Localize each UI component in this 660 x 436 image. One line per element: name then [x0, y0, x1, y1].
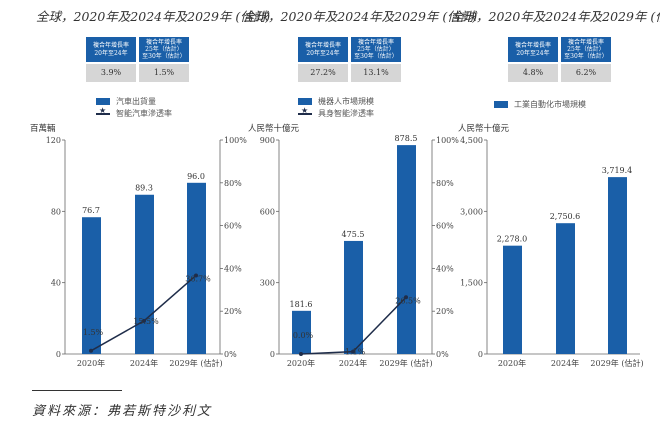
legend-label: 工業自動化市場規模: [514, 100, 586, 109]
y-axis-unit: 百萬輛: [30, 124, 56, 134]
legend-label: 具身智能滲透率: [318, 109, 374, 118]
line-point: [89, 348, 93, 353]
bar-value-label: 96.0: [187, 172, 205, 181]
bar: [187, 182, 206, 354]
y2-tick-label: 0%: [224, 350, 237, 359]
y2-tick-label: 40%: [436, 264, 454, 273]
y-tick-label: 0: [56, 350, 61, 359]
cagr-value: 3.9%: [86, 64, 136, 82]
cagr-header: 複合年增長率 20年至24年: [508, 37, 558, 62]
line-point: [404, 295, 408, 300]
source-rule: [32, 390, 122, 391]
y2-tick-label: 20%: [224, 307, 242, 316]
y-tick-label: 0: [478, 350, 483, 359]
line-value-label: 1.1%: [345, 348, 366, 357]
cagr-header: 複合年增長率 25年（估計） 至30年（估計）: [351, 37, 401, 62]
cagr-value: 27.2%: [298, 64, 348, 82]
panel-title: 全球，2020年及2024年及2029年 (估計): [243, 9, 478, 24]
y2-tick-label: 60%: [224, 222, 242, 231]
x-tick-label: 2029年 (估計): [169, 358, 222, 368]
line-value-label: 36.7%: [185, 274, 211, 283]
y2-tick-label: 0%: [436, 350, 449, 359]
y-tick-label: 4,500: [460, 136, 483, 145]
y2-tick-label: 80%: [436, 179, 454, 188]
x-tick-label: 2024年: [551, 358, 579, 368]
bar-value-label: 878.5: [395, 134, 418, 143]
bar-value-label: 3,719.4: [602, 166, 633, 175]
cagr-header: 複合年增長率 20年至24年: [298, 37, 348, 62]
cagr-header: 複合年增長率 20年至24年: [86, 37, 136, 62]
y-tick-label: 3,000: [460, 207, 483, 216]
bar: [135, 194, 154, 354]
legend-line: 具身智能滲透率: [298, 106, 374, 119]
legend-line: 智能汽車滲透率: [96, 106, 172, 119]
line-point: [351, 349, 355, 354]
legend-bar: 汽車出貨量: [96, 96, 156, 107]
x-tick-label: 2020年: [287, 358, 315, 368]
bar: [292, 310, 311, 354]
bar: [556, 223, 575, 354]
x-tick-label: 2024年: [339, 358, 367, 368]
legend-label: 機器人市場規模: [318, 97, 374, 106]
legend-bar: 工業自動化市場規模: [494, 99, 586, 110]
y2-tick-label: 100%: [224, 136, 247, 145]
x-tick-label: 2024年: [130, 358, 158, 368]
x-tick-label: 2029年 (估計): [379, 358, 432, 368]
cagr-value: 13.1%: [351, 64, 401, 82]
line-value-label: 0.0%: [293, 331, 314, 340]
legend-swatch: [96, 98, 110, 105]
y-tick-label: 120: [46, 136, 61, 145]
bar-value-label: 181.6: [290, 300, 313, 309]
y-axis-unit: 人民幣十億元: [458, 124, 510, 134]
y-tick-label: 0: [270, 350, 275, 359]
legend-line-icon: [96, 106, 110, 118]
line-value-label: 15.5%: [133, 317, 159, 326]
legend-swatch: [494, 101, 508, 108]
y-tick-label: 80: [51, 207, 61, 216]
y-tick-label: 1,500: [460, 279, 483, 288]
bar: [82, 217, 101, 354]
legend-label: 智能汽車滲透率: [116, 109, 172, 118]
x-tick-label: 2020年: [77, 358, 105, 368]
bar-value-label: 76.7: [82, 206, 100, 215]
bar-value-label: 2,278.0: [497, 235, 528, 244]
bar: [344, 240, 363, 354]
y-axis-unit: 人民幣十億元: [248, 124, 300, 134]
bar: [503, 245, 522, 354]
legend-bar: 機器人市場規模: [298, 96, 374, 107]
y2-tick-label: 60%: [436, 222, 454, 231]
cagr-value: 6.2%: [561, 64, 611, 82]
y2-tick-label: 100%: [436, 136, 459, 145]
bar-value-label: 89.3: [135, 184, 153, 193]
line-value-label: 1.5%: [83, 328, 104, 337]
x-tick-label: 2020年: [498, 358, 526, 368]
legend-swatch: [298, 98, 312, 105]
line-point: [142, 318, 146, 323]
y-tick-label: 600: [260, 207, 275, 216]
y-tick-label: 300: [260, 279, 275, 288]
cagr-value: 1.5%: [139, 64, 189, 82]
bar-value-label: 2,750.6: [550, 212, 581, 221]
bar-value-label: 475.5: [342, 230, 365, 239]
y-tick-label: 40: [51, 279, 61, 288]
y-tick-label: 900: [260, 136, 275, 145]
x-tick-label: 2029年 (估計): [590, 358, 643, 368]
bar: [608, 177, 627, 354]
legend-line-icon: [298, 106, 312, 118]
y2-tick-label: 40%: [224, 264, 242, 273]
line-point: [299, 352, 303, 356]
source-note: 資料來源：弗若斯特沙利文: [32, 404, 213, 419]
panel-title: 全球，2020年及2024年及2029年 (估計): [451, 9, 660, 24]
cagr-value: 4.8%: [508, 64, 558, 82]
y2-tick-label: 80%: [224, 179, 242, 188]
line-value-label: 26.5%: [395, 296, 421, 305]
legend-label: 汽車出貨量: [116, 97, 156, 106]
cagr-header: 複合年增長率 25年（估計） 至30年（估計）: [561, 37, 611, 62]
line-point: [194, 273, 198, 278]
bar: [397, 145, 416, 354]
y2-tick-label: 20%: [436, 307, 454, 316]
cagr-header: 複合年增長率 25年（估計） 至30年（估計）: [139, 37, 189, 62]
panel-title: 全球，2020年及2024年及2029年 (估計): [36, 9, 271, 24]
